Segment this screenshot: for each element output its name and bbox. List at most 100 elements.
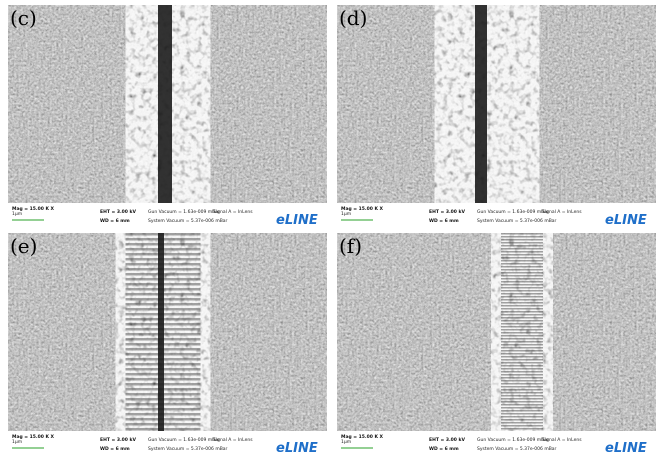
ripple [501,332,543,334]
ripple [501,386,543,388]
scale-text: 1μm [341,211,351,217]
panel-label: (e) [10,234,37,258]
panel-label: (d) [339,6,367,30]
ripple [501,389,543,391]
eht: EHT = 3.00 kV [429,437,465,443]
ripple [501,242,543,244]
ripple [501,245,543,247]
ripple [501,353,543,355]
ripple [501,335,543,337]
figure: (c)Mag = 15.00 K X1μmEHT = 3.00 kVWD = 6… [0,0,660,459]
ripple [501,305,543,307]
sem-image [337,233,656,431]
ripple [501,392,543,394]
ripple [501,359,543,361]
ripple [501,251,543,253]
ripple [501,266,543,268]
system-vacuum: System Vacuum = 5.37e-006 mBar [477,446,557,452]
logo: eLINE [605,213,647,228]
trench [475,5,487,203]
signal: Signal A = InLens [213,437,253,443]
ripple [501,299,543,301]
ripple [501,413,543,415]
ripple [501,368,543,370]
ripple [501,293,543,295]
ripple [501,350,543,352]
ripple [501,374,543,376]
ripple [501,425,543,427]
ripple [501,278,543,280]
wd: WD = 6 mm [429,218,459,224]
ripple [501,347,543,349]
scale-text: 1μm [12,211,22,217]
ripple [501,311,543,313]
ripple [501,365,543,367]
ripple [501,263,543,265]
scale-text: 1μm [12,439,22,445]
ripple [501,260,543,262]
ripple [501,248,543,250]
gun-vacuum: Gun Vacuum = 1.63e-009 mBar [148,209,220,215]
sem-image [8,5,327,203]
logo: eLINE [276,441,318,456]
ripple [501,380,543,382]
wd: WD = 6 mm [100,446,130,452]
ripple [501,275,543,277]
ripple [501,257,543,259]
ripple [501,377,543,379]
ripple [501,290,543,292]
panel-label: (c) [10,6,37,30]
ripple [501,236,543,238]
ripple [501,416,543,418]
wd: WD = 6 mm [100,218,130,224]
eht: EHT = 3.00 kV [429,209,465,215]
ripple [501,233,543,235]
ripple [501,362,543,364]
eht: EHT = 3.00 kV [100,209,136,215]
wd: WD = 6 mm [429,446,459,452]
gun-vacuum: Gun Vacuum = 1.63e-009 mBar [477,437,549,443]
ripple [501,404,543,406]
ripple [501,326,543,328]
ripple [501,254,543,256]
sem-image [337,5,656,203]
ripple [501,284,543,286]
signal: Signal A = InLens [213,209,253,215]
logo: eLINE [605,441,647,456]
ripple [501,239,543,241]
gun-vacuum: Gun Vacuum = 1.63e-009 mBar [477,209,549,215]
ripple [501,422,543,424]
ripple [501,302,543,304]
panel-label: (f) [339,234,362,258]
ripple [501,398,543,400]
ripple [501,281,543,283]
ripple [501,272,543,274]
ripple [501,371,543,373]
trench [158,5,172,203]
ripple [501,401,543,403]
system-vacuum: System Vacuum = 5.37e-006 mBar [148,446,228,452]
ripple [501,323,543,325]
ripple [501,341,543,343]
ripple [501,410,543,412]
ripple [501,407,543,409]
ripple [501,269,543,271]
signal: Signal A = InLens [542,437,582,443]
ripple [501,395,543,397]
ripple [501,428,543,430]
system-vacuum: System Vacuum = 5.37e-006 mBar [148,218,228,224]
ripple [501,287,543,289]
ripple [501,383,543,385]
panel: (f)Mag = 15.00 K X1μmEHT = 3.00 kVWD = 6… [337,233,656,456]
ripple [501,344,543,346]
ripple [501,356,543,358]
ripple [501,317,543,319]
ripple [501,329,543,331]
ripple [501,308,543,310]
ripple [501,314,543,316]
eht: EHT = 3.00 kV [100,437,136,443]
ripple [501,338,543,340]
ripple [501,296,543,298]
